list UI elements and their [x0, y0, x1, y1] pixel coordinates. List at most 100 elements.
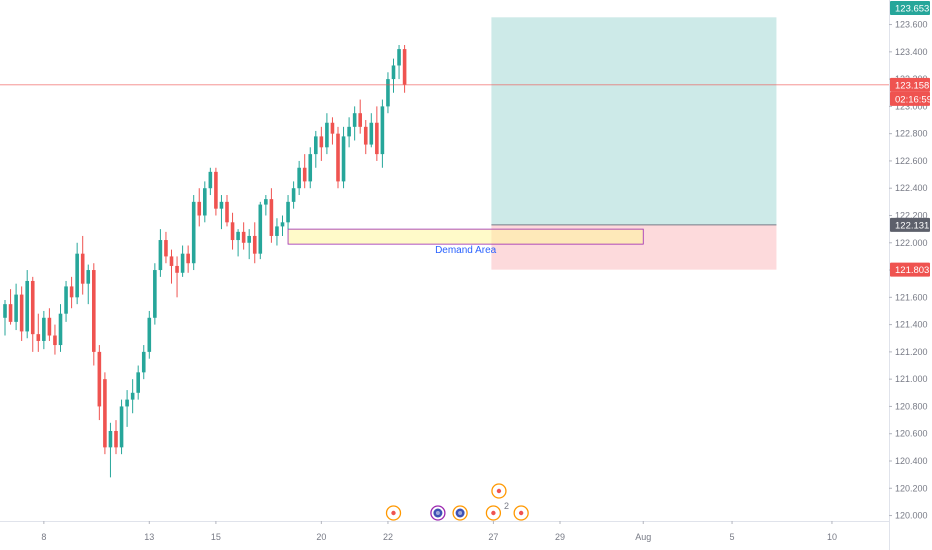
- candle: [219, 195, 224, 230]
- candle: [208, 167, 213, 196]
- long-position-tool[interactable]: [491, 17, 777, 270]
- price-tick-label: 122.600: [895, 156, 928, 166]
- candle: [386, 72, 390, 114]
- demand-area-box[interactable]: [287, 228, 644, 245]
- price-tick-label: 122.400: [895, 183, 928, 193]
- candle: [103, 372, 107, 455]
- time-tick-label: 20: [316, 532, 326, 542]
- price-tick-label: 121.600: [895, 292, 928, 302]
- event-count-label: 2: [504, 501, 509, 511]
- price-tick-label: 120.000: [895, 511, 928, 521]
- candle: [191, 195, 196, 271]
- candles-layer: [3, 45, 407, 478]
- candle: [141, 345, 146, 380]
- price-tick-label: 122.000: [895, 238, 928, 248]
- entry-price-badge: [890, 217, 930, 232]
- candle: [58, 304, 63, 352]
- candle: [36, 313, 41, 352]
- economic-event-flag-icon[interactable]: [452, 505, 468, 521]
- time-tick-label: 27: [488, 532, 498, 542]
- candle: [3, 300, 7, 336]
- candle: [180, 245, 185, 277]
- candle: [169, 249, 174, 284]
- candle: [302, 154, 307, 189]
- candle: [397, 45, 401, 80]
- current-price-badge: [890, 77, 930, 92]
- candle: [269, 188, 274, 243]
- candle: [264, 195, 268, 216]
- countdown-badge: [890, 91, 930, 106]
- stop-loss-badge: [890, 262, 930, 277]
- events-layer[interactable]: 2: [385, 483, 529, 521]
- time-tick-label: 22: [383, 532, 393, 542]
- candle: [125, 390, 129, 427]
- candle: [369, 113, 374, 148]
- price-tick-label: 121.400: [895, 320, 928, 330]
- time-tick-label: 29: [555, 532, 565, 542]
- zones-layer: Demand Area: [287, 228, 644, 256]
- candle: [341, 126, 346, 189]
- price-tick-label: 123.400: [895, 47, 928, 57]
- candle: [375, 106, 379, 161]
- price-tick-label: 121.000: [895, 374, 928, 384]
- candle: [258, 201, 263, 260]
- candle: [64, 280, 68, 322]
- take-profit-zone[interactable]: [491, 17, 777, 225]
- price-tick-label: 122.800: [895, 129, 928, 139]
- take-profit-badge-text: 123.653: [895, 4, 929, 15]
- candle: [8, 289, 13, 325]
- time-tick-label: 10: [827, 532, 837, 542]
- candle: [97, 345, 102, 421]
- candle: [86, 264, 91, 305]
- candle: [358, 99, 362, 134]
- candle: [363, 120, 368, 155]
- economic-event-icon[interactable]: [385, 505, 402, 521]
- stop-loss-badge-text: 121.803: [895, 265, 929, 276]
- candle: [42, 310, 46, 350]
- time-tick-label: 15: [211, 532, 221, 542]
- candle: [336, 126, 340, 189]
- candle: [80, 235, 85, 295]
- candle: [314, 130, 318, 168]
- price-tick-label: 120.600: [895, 429, 928, 439]
- candle: [203, 181, 207, 223]
- candle: [275, 218, 279, 246]
- candle: [164, 231, 168, 264]
- candle: [352, 106, 357, 141]
- candle: [130, 379, 135, 414]
- candle: [330, 117, 335, 145]
- candle: [147, 310, 152, 359]
- price-tick-label: 123.000: [895, 101, 928, 111]
- candle: [347, 117, 351, 148]
- candle: [291, 181, 296, 209]
- current-price-badge-text: 123.158: [895, 80, 929, 91]
- candle: [114, 420, 118, 455]
- candle: [14, 283, 18, 331]
- time-axis[interactable]: 8 13 15 20 22 27 29 Aug 5 10: [0, 521, 889, 550]
- candle: [391, 58, 396, 93]
- candle: [325, 113, 329, 155]
- candle: [297, 160, 301, 196]
- candle: [236, 229, 240, 257]
- candle: [241, 222, 246, 250]
- price-tick-label: 123.600: [895, 20, 928, 30]
- candle: [75, 242, 79, 305]
- time-tick-label: 13: [144, 532, 154, 542]
- candle: [30, 276, 35, 352]
- economic-event-icon[interactable]: [485, 505, 502, 521]
- candle: [108, 422, 113, 478]
- economic-event-flag-icon[interactable]: [430, 505, 446, 521]
- candle: [247, 229, 251, 260]
- candle: [286, 195, 290, 230]
- economic-event-icon[interactable]: [513, 505, 529, 521]
- time-tick-label: Aug: [635, 532, 651, 542]
- candle: [402, 45, 407, 93]
- candle: [280, 215, 285, 236]
- price-tick-label: 121.200: [895, 347, 928, 357]
- candle: [230, 212, 235, 250]
- candle: [19, 286, 24, 341]
- candle: [153, 263, 157, 325]
- economic-event-icon[interactable]: [491, 483, 507, 499]
- candle: [136, 365, 140, 400]
